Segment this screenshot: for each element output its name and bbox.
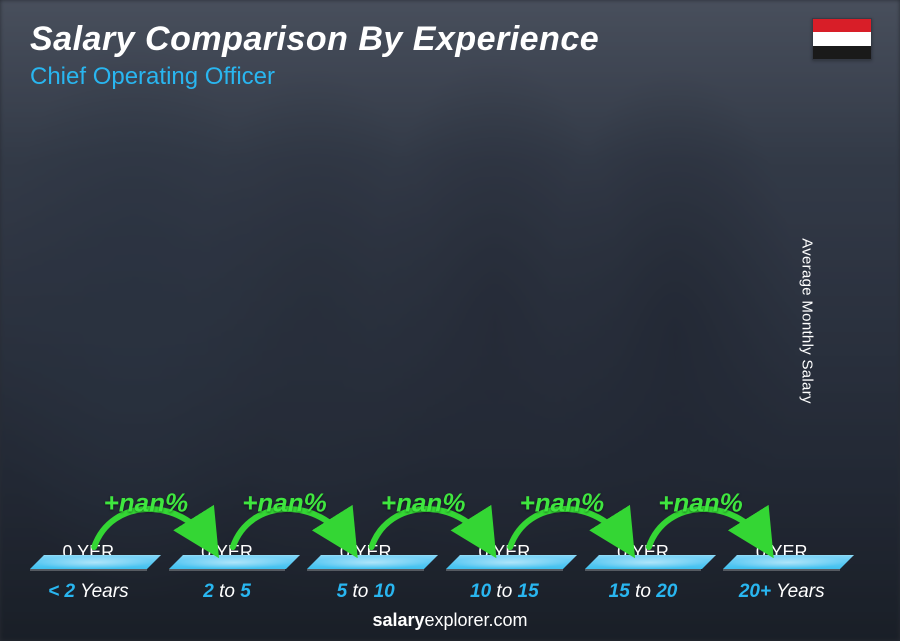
bar-front-face <box>30 569 147 571</box>
x-axis-label: 2 to 5 <box>169 581 286 603</box>
bar-top-face <box>585 555 716 569</box>
bar <box>446 569 563 571</box>
header: Salary Comparison By Experience Chief Op… <box>30 20 870 91</box>
y-axis-label: Average Monthly Salary <box>799 238 816 404</box>
x-axis-label: 15 to 20 <box>585 581 702 603</box>
footer-brand: salaryexplorer.com <box>0 610 900 631</box>
bar <box>169 569 286 571</box>
bar-front-face <box>307 569 424 571</box>
bar-top-face <box>307 555 438 569</box>
bar-group: 0 YER <box>169 542 286 571</box>
x-axis-label: 5 to 10 <box>307 581 424 603</box>
brand-rest: explorer.com <box>425 610 528 630</box>
bars-container: 0 YER 0 YER 0 YER 0 YER 0 YER 0 YER <box>30 110 840 571</box>
bar-group: 0 YER <box>723 542 840 571</box>
bar-top-face <box>723 555 854 569</box>
x-axis-label: 10 to 15 <box>446 581 563 603</box>
bar <box>585 569 702 571</box>
x-axis: < 2 Years 2 to 5 5 to 10 10 to 15 15 to 20 20… <box>30 581 840 603</box>
x-axis-label: < 2 Years <box>30 581 147 603</box>
bar-front-face <box>446 569 563 571</box>
bar-chart: 0 YER0 YER0 YER0 YER0 YER0 YER +nan%+nan… <box>30 110 840 571</box>
page-title: Salary Comparison By Experience <box>30 20 870 59</box>
bar <box>307 569 424 571</box>
bar-front-face <box>585 569 702 571</box>
brand-bold: salary <box>372 610 424 630</box>
bar-top-face <box>30 555 161 569</box>
bar-front-face <box>169 569 286 571</box>
bar <box>723 569 840 571</box>
bar-group: 0 YER <box>30 542 147 571</box>
bar-group: 0 YER <box>446 542 563 571</box>
content: Salary Comparison By Experience Chief Op… <box>0 0 900 641</box>
bar-front-face <box>723 569 840 571</box>
bar-top-face <box>169 555 300 569</box>
x-axis-label: 20+ Years <box>723 581 840 603</box>
bar-top-face <box>446 555 577 569</box>
bar-group: 0 YER <box>585 542 702 571</box>
bar-group: 0 YER <box>307 542 424 571</box>
bar <box>30 569 147 571</box>
page-subtitle: Chief Operating Officer <box>30 63 870 91</box>
